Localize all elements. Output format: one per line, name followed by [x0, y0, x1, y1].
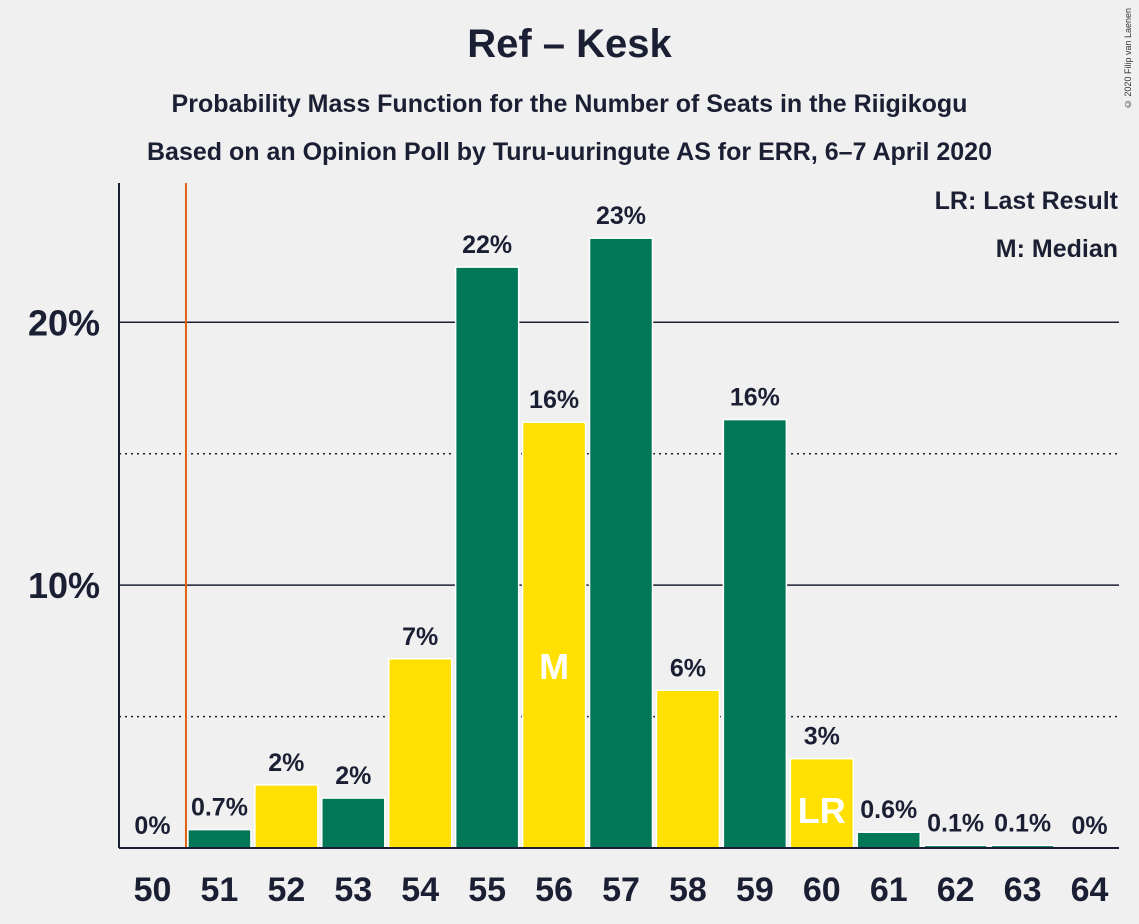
bars: [187, 237, 1055, 849]
bar-52: [254, 784, 319, 849]
y-tick-label: 20%: [28, 302, 100, 343]
data-label-62: 0.1%: [927, 809, 984, 837]
bar-56: [521, 421, 587, 849]
data-label-57: 23%: [596, 202, 646, 230]
data-label-63: 0.1%: [994, 809, 1051, 837]
bar-58: [655, 689, 721, 849]
x-tick-label-60: 60: [803, 871, 841, 909]
bar-59: [722, 418, 788, 849]
data-label-59: 16%: [730, 384, 780, 412]
x-tick-label-63: 63: [1004, 871, 1042, 909]
axes: 10% 20% 50 51 52 53 54 55 56 57 58 59 60 61 62 63 64: [28, 183, 1119, 909]
data-label-64: 0%: [1071, 812, 1107, 840]
x-tick-label-51: 51: [201, 871, 239, 909]
data-label-61: 0.6%: [860, 796, 917, 824]
x-tick-label-62: 62: [937, 871, 975, 909]
x-tick-label-64: 64: [1071, 871, 1109, 909]
data-label-52: 2%: [268, 749, 304, 777]
y-tick-label: 10%: [28, 565, 100, 606]
chart-title: Ref – Kesk: [467, 22, 672, 66]
x-tick-label-58: 58: [669, 871, 707, 909]
data-label-50: 0%: [134, 812, 170, 840]
bar-54: [387, 658, 453, 849]
data-label-56: 16%: [529, 386, 579, 414]
x-tick-label-56: 56: [535, 871, 573, 909]
bar-61: [856, 831, 921, 849]
data-label-53: 2%: [335, 762, 371, 790]
bar-51: [187, 828, 252, 849]
chart-subtitle-2: Based on an Opinion Poll by Turu-uuringu…: [146, 138, 992, 166]
legend-median: M: Median: [996, 235, 1118, 263]
data-label-51: 0.7%: [191, 794, 248, 822]
data-label-54: 7%: [402, 623, 438, 651]
data-labels: 0% 0.7% 2% 2% 7% 22% 16% M 23% 6% 16% 3% LR 0.6% 0.1% 0…: [134, 202, 1107, 840]
legend-last-result: LR: Last Result: [935, 187, 1119, 215]
last-result-marker: LR: [798, 790, 846, 831]
chart-subtitle-1: Probability Mass Function for the Number…: [171, 90, 968, 118]
x-tick-label-54: 54: [401, 871, 439, 909]
bar-53: [321, 797, 386, 849]
median-marker: M: [539, 646, 569, 687]
x-tick-label-61: 61: [870, 871, 908, 909]
x-tick-label-52: 52: [267, 871, 305, 909]
bar-60: [789, 757, 855, 849]
data-label-60: 3%: [804, 723, 840, 751]
data-label-58: 6%: [670, 654, 706, 682]
x-tick-label-53: 53: [334, 871, 372, 909]
data-label-55: 22%: [462, 231, 512, 259]
x-tick-label-57: 57: [602, 871, 640, 909]
x-tick-label-50: 50: [134, 871, 172, 909]
bar-57: [588, 237, 654, 849]
x-tick-label-55: 55: [468, 871, 506, 909]
x-tick-label-59: 59: [736, 871, 774, 909]
bar-55: [454, 266, 520, 849]
